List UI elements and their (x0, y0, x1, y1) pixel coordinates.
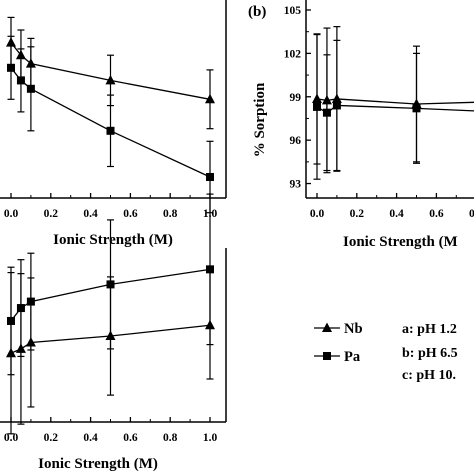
pa-point (16, 48, 25, 113)
x-tick-label: 0.6 (123, 432, 138, 444)
x-tick-label: 0.2 (44, 432, 59, 444)
pa-point (332, 39, 341, 172)
pa-point (7, 35, 15, 100)
x-tick-label: 0.8 (469, 208, 474, 220)
pa-point (206, 193, 214, 346)
y-tick-label: 99 (290, 92, 302, 104)
pa-point (16, 259, 25, 358)
pa-point (106, 219, 115, 350)
pa-marker (313, 102, 321, 111)
legend-note: c: pH 10. (402, 368, 456, 383)
legend-label-pa: Pa (344, 349, 361, 365)
nb-marker (105, 74, 116, 85)
x-tick-label: 0.0 (4, 432, 19, 444)
pa-point (322, 54, 331, 172)
y-tick-label: 102 (284, 48, 302, 60)
panel-c: 0.0 0.2 0.4 0.6 0.8 1.0 Ionic Strength (M) (0, 193, 227, 472)
legend: Nb Pa a: pH 1.2 b: pH 6.5 c: pH 10. (314, 321, 458, 383)
pa-point (26, 46, 35, 132)
pa-marker (106, 126, 115, 135)
x-tick-label: 0.8 (163, 208, 178, 220)
y-tick-label: 93 (290, 179, 302, 191)
x-axis-title: Ionic Strength (M) (53, 232, 173, 248)
legend-marker-pa (323, 352, 331, 360)
pa-point (26, 252, 35, 351)
x-tick-label: 0.6 (123, 208, 138, 220)
x-tick-label: 0.4 (83, 432, 98, 444)
y-tick-label: 96 (290, 135, 302, 147)
legend-marker-nb (322, 322, 332, 332)
legend-label-nb: Nb (344, 321, 363, 337)
x-tick-label: 0.2 (44, 208, 59, 220)
pa-marker (106, 280, 115, 289)
x-tick-label: 0.8 (163, 432, 178, 444)
pa-point (313, 33, 321, 180)
x-tick-label: 1.0 (203, 432, 218, 444)
legend-note: a: pH 1.2 (402, 322, 457, 337)
x-axis-title: Ionic Strength (M (343, 234, 458, 250)
y-tick-label: 105 (284, 5, 302, 17)
x-tick-label: 0.4 (389, 208, 404, 220)
nb-point (205, 69, 215, 130)
x-tick-label: 0.0 (4, 208, 19, 220)
x-tick-label: 0.0 (310, 208, 325, 220)
pa-marker (7, 316, 15, 325)
pa-marker (16, 304, 25, 313)
x-tick-label: 0.4 (83, 208, 98, 220)
y-axis-title: % Sorption (252, 82, 268, 157)
pa-marker (206, 265, 214, 274)
x-tick-label: 0.6 (429, 208, 444, 220)
pa-marker (16, 76, 25, 85)
pa-point (7, 266, 15, 376)
panel-b: 0.0 0.2 0.4 0.6 0.8 93 96 99 102 105 (b) % Sorpti… (248, 0, 474, 250)
pa-marker (26, 84, 35, 93)
pa-marker (7, 63, 15, 72)
pa-marker (332, 101, 341, 110)
pa-marker (206, 173, 214, 181)
x-axis-title: Ionic Strength (M) (38, 456, 158, 472)
pa-marker (412, 104, 421, 113)
pa-point (106, 94, 115, 168)
legend-note: b: pH 6.5 (402, 346, 458, 361)
panel-label: (b) (248, 4, 266, 20)
pa-marker (26, 297, 35, 306)
x-tick-label: 0.2 (350, 208, 365, 220)
nb-marker (205, 93, 215, 104)
pa-point (412, 52, 421, 164)
pa-marker (322, 108, 331, 117)
panel-a: 0.0 0.2 0.4 0.6 0.8 1.0 Ionic Strength (M) (0, 0, 227, 248)
